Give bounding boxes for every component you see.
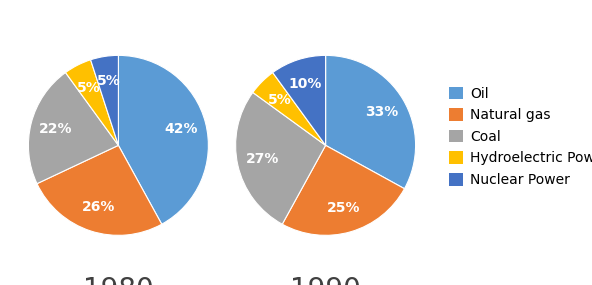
Wedge shape bbox=[253, 73, 326, 145]
Text: 5%: 5% bbox=[268, 93, 292, 107]
Text: 26%: 26% bbox=[82, 200, 115, 214]
Text: 10%: 10% bbox=[289, 77, 322, 91]
Wedge shape bbox=[37, 145, 162, 235]
Wedge shape bbox=[118, 55, 208, 224]
Text: 22%: 22% bbox=[39, 122, 72, 136]
Text: 1980: 1980 bbox=[83, 276, 154, 285]
Wedge shape bbox=[273, 55, 326, 145]
Legend: Oil, Natural gas, Coal, Hydroelectric Power, Nuclear Power: Oil, Natural gas, Coal, Hydroelectric Po… bbox=[445, 82, 592, 191]
Wedge shape bbox=[91, 55, 118, 145]
Text: 33%: 33% bbox=[365, 105, 398, 119]
Wedge shape bbox=[236, 92, 326, 224]
Text: 25%: 25% bbox=[327, 201, 361, 215]
Wedge shape bbox=[326, 55, 416, 189]
Text: 5%: 5% bbox=[96, 74, 120, 88]
Text: 1990: 1990 bbox=[290, 276, 361, 285]
Wedge shape bbox=[66, 60, 118, 145]
Text: 5%: 5% bbox=[77, 81, 101, 95]
Text: 42%: 42% bbox=[165, 122, 198, 136]
Wedge shape bbox=[282, 145, 404, 235]
Wedge shape bbox=[28, 73, 118, 184]
Text: 27%: 27% bbox=[246, 152, 279, 166]
